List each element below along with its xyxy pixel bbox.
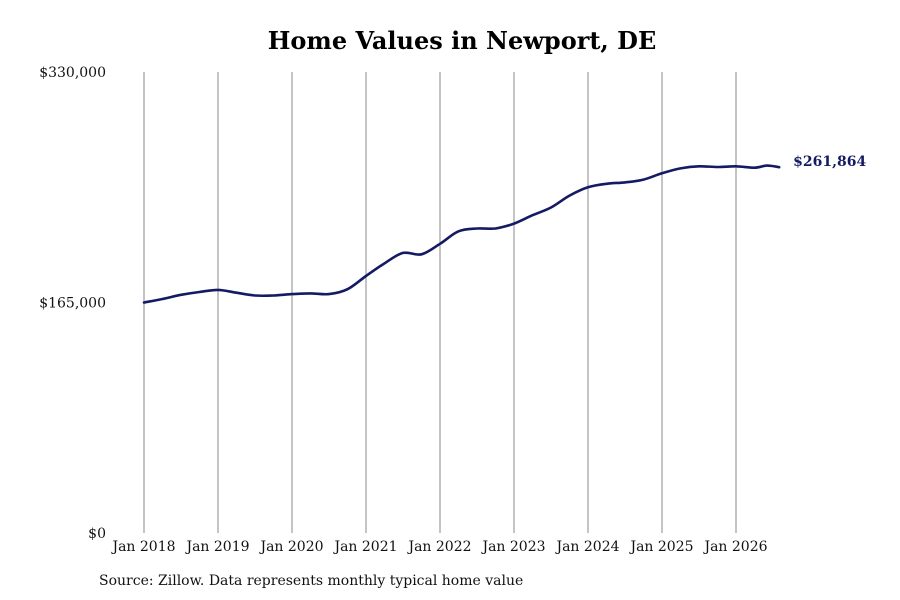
y-axis-labels: $330,000 $165,000 $0 (39, 65, 106, 542)
x-tick-label: Jan 2024 (554, 539, 619, 555)
y-tick-label: $165,000 (39, 296, 106, 312)
y-tick-label: $330,000 (39, 65, 106, 81)
x-tick-label: Jan 2025 (628, 539, 693, 555)
x-tick-label: Jan 2023 (480, 539, 545, 555)
end-label-group: $261,864 (793, 154, 866, 170)
x-tick-label: Jan 2022 (406, 539, 471, 555)
grid-lines (143, 72, 737, 533)
x-tick-label: Jan 2026 (702, 539, 767, 555)
x-axis-labels: Jan 2018 Jan 2019 Jan 2020 Jan 2021 Jan 2022… (110, 539, 767, 555)
x-tick-label: Jan 2021 (332, 539, 397, 555)
series-line (142, 164, 781, 304)
x-tick-label: Jan 2020 (258, 539, 323, 555)
x-tick-label: Jan 2018 (110, 539, 175, 555)
source-note: Source: Zillow. Data represents monthly … (99, 573, 524, 589)
series-group (142, 164, 781, 304)
y-tick-label: $0 (88, 526, 106, 542)
chart-title: Home Values in Newport, DE (267, 26, 657, 55)
end-value-label: $261,864 (793, 154, 866, 170)
x-tick-label: Jan 2019 (184, 539, 249, 555)
